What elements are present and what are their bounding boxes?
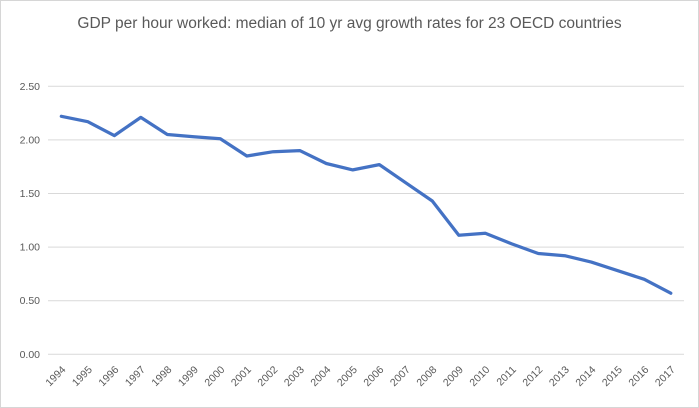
x-axis-tick-label: 2001 — [229, 364, 254, 389]
x-axis-tick-label: 1995 — [70, 364, 95, 389]
x-axis-tick-label: 1996 — [96, 364, 121, 389]
x-axis-tick-label: 2017 — [653, 364, 678, 389]
x-axis-tick-label: 2005 — [335, 364, 360, 389]
x-axis-tick-label: 2009 — [441, 364, 466, 389]
x-axis-tick-label: 1998 — [149, 364, 174, 389]
x-axis-tick-label: 2004 — [308, 364, 333, 389]
x-axis-tick-label: 2014 — [573, 364, 598, 389]
x-axis-tick-label: 1994 — [43, 364, 68, 389]
x-axis-tick-label: 2008 — [414, 364, 439, 389]
y-axis-tick-label: 0.50 — [20, 295, 41, 307]
x-axis-tick-label: 2003 — [282, 364, 307, 389]
x-axis-tick-label: 2012 — [520, 364, 545, 389]
y-axis-tick-label: 1.50 — [20, 188, 41, 200]
x-axis-tick-label: 1999 — [176, 364, 201, 389]
x-axis-tick-label: 2013 — [547, 364, 572, 389]
y-axis-tick-label: 2.50 — [20, 81, 41, 93]
y-axis-tick-label: 2.00 — [20, 134, 41, 146]
x-axis-tick-label: 2015 — [600, 364, 625, 389]
data-series-line — [59, 114, 673, 295]
x-axis-tick-label: 2000 — [202, 364, 227, 389]
x-axis-tick-label: 2002 — [255, 364, 280, 389]
x-axis-tick-label: 2010 — [467, 364, 492, 389]
y-axis-tick-label: 1.00 — [20, 242, 41, 254]
x-axis-tick-label: 1997 — [123, 364, 148, 389]
chart-title: GDP per hour worked: median of 10 yr avg… — [77, 15, 622, 32]
y-axis-tick-label: 0.00 — [20, 349, 41, 361]
x-axis-tick-label: 2007 — [388, 364, 413, 389]
x-axis-tick-label: 2016 — [626, 364, 651, 389]
x-axis-tick-label: 2011 — [494, 364, 519, 389]
x-axis-tick-label: 2006 — [361, 364, 386, 389]
